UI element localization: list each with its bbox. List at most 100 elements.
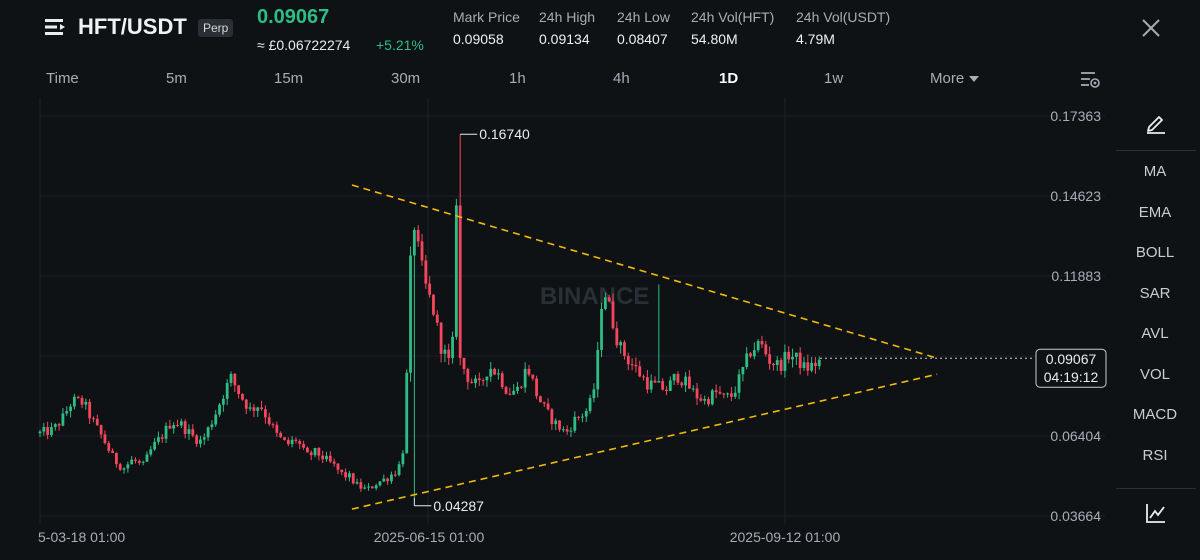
candle-body [76, 396, 80, 398]
candle-body [665, 389, 668, 391]
candle-body [435, 314, 439, 323]
stat-value-24h-high: 0.09134 [539, 31, 590, 47]
candle-body [424, 260, 428, 284]
indicator-ma[interactable]: MA [1143, 163, 1167, 180]
indicator-avl[interactable]: AVL [1141, 325, 1169, 342]
candle-body [794, 352, 798, 357]
candle-body [244, 399, 248, 409]
chart-line-icon[interactable] [1145, 502, 1167, 524]
candle-body [92, 418, 95, 420]
candle-body [443, 349, 447, 354]
candle-body [218, 404, 221, 415]
candle-body [107, 443, 111, 451]
candle-body [561, 429, 565, 431]
indicator-sar[interactable]: SAR [1139, 285, 1171, 302]
chart-settings-icon[interactable] [1079, 68, 1101, 90]
candle-body [607, 297, 611, 302]
candle-body [95, 418, 99, 426]
close-x-icon[interactable] [1140, 17, 1162, 39]
candle-body [157, 437, 160, 442]
candle-body [401, 453, 405, 465]
trendline-lower [351, 373, 938, 510]
candle-body [493, 368, 496, 375]
candle-body [38, 431, 42, 434]
indicator-ema[interactable]: EMA [1138, 204, 1172, 221]
candle-body [283, 437, 286, 440]
candle-body [657, 381, 661, 383]
candle-body [191, 429, 195, 436]
candlestick-chart[interactable]: BINANCE 0.173630.146230.118830.091430.06… [0, 98, 1110, 560]
candle-body [348, 473, 351, 478]
candle-body [309, 452, 313, 456]
candle-body [653, 380, 657, 383]
candle-body [527, 368, 531, 375]
candle-body [462, 357, 466, 370]
candle-body [179, 421, 183, 426]
menu-lines-icon[interactable] [44, 16, 66, 38]
stat-label-24h-vol-usdt: 24h Vol(USDT) [796, 9, 891, 25]
candle-body [271, 424, 275, 426]
tab-5m[interactable]: 5m [166, 70, 187, 87]
candle-body [535, 378, 538, 397]
stat-value-mark-price: 0.09058 [453, 31, 504, 47]
candle-body [57, 424, 61, 426]
candle-body [256, 407, 260, 411]
indicator-macd[interactable]: MACD [1132, 406, 1178, 423]
candle-body [340, 469, 344, 473]
candle-body [680, 382, 684, 386]
tab-4h[interactable]: 4h [613, 70, 630, 87]
candle-body [508, 393, 512, 395]
candle-body [481, 380, 485, 382]
candle-body [760, 341, 764, 345]
last-price: 0.09067 [257, 6, 330, 28]
candle-body [80, 397, 84, 405]
candle-body [53, 424, 57, 428]
caret-down-icon [969, 76, 980, 83]
candle-body [565, 429, 569, 432]
tab-1w[interactable]: 1w [824, 70, 844, 87]
candle-body [558, 420, 561, 430]
perp-badge: Perp [198, 19, 234, 37]
candle-body [623, 342, 626, 356]
candle-body [229, 373, 233, 383]
candle-body [554, 420, 558, 425]
candle-body [137, 460, 141, 463]
candle-body [393, 474, 397, 476]
candle-body [145, 454, 149, 462]
tab-time[interactable]: Time [46, 70, 79, 87]
candle-body [195, 435, 199, 444]
indicator-vol[interactable]: VOL [1139, 366, 1170, 383]
indicator-boll[interactable]: BOLL [1135, 244, 1175, 261]
candle-body [248, 407, 252, 409]
candle-body [649, 380, 653, 390]
candle-body [756, 341, 760, 351]
candle-body [768, 354, 772, 364]
candle-body [707, 398, 710, 405]
candle-body [241, 393, 244, 400]
candle-body [202, 437, 206, 440]
pair-name[interactable]: HFT/USDT [78, 14, 187, 39]
tab-30m[interactable]: 30m [391, 70, 421, 87]
stat-label-mark-price: Mark Price [453, 9, 520, 25]
candle-body [630, 364, 634, 366]
candle-body [160, 437, 164, 439]
candle-body [474, 378, 477, 384]
pencil-icon[interactable] [1145, 112, 1167, 134]
price-annotations: 0.16740 0.04287 [413, 126, 530, 514]
candle-body [61, 413, 65, 426]
fiat-price: ≈ £0.06722274 [257, 37, 351, 53]
candle-body [451, 336, 454, 359]
stat-label-24h-vol-hft: 24h Vol(HFT) [691, 9, 775, 25]
tab-15m[interactable]: 15m [274, 70, 304, 87]
candle-body [367, 486, 370, 488]
tab-1h[interactable]: 1h [509, 70, 526, 87]
candle-body [263, 409, 267, 418]
candle-body [584, 410, 588, 417]
candle-body [730, 393, 733, 397]
indicator-rsi[interactable]: RSI [1142, 447, 1168, 464]
candle-body [733, 392, 737, 397]
candle-body [355, 482, 359, 484]
candle-body [336, 463, 340, 470]
tab-more[interactable]: More [930, 70, 980, 87]
tab-1d[interactable]: 1D [719, 70, 739, 87]
